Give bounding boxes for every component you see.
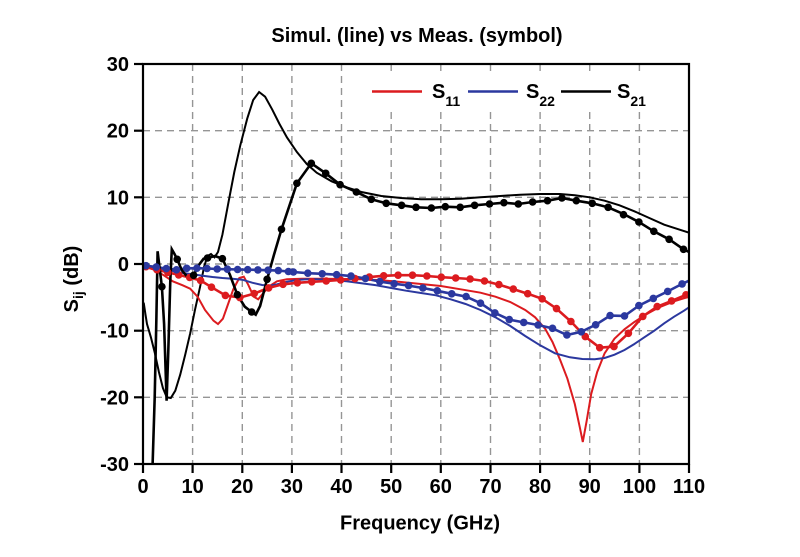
svg-text:-30: -30 xyxy=(100,454,129,476)
svg-text:-10: -10 xyxy=(100,321,129,343)
svg-text:0: 0 xyxy=(137,476,148,498)
svg-text:100: 100 xyxy=(623,476,656,498)
svg-text:90: 90 xyxy=(579,476,601,498)
svg-text:20: 20 xyxy=(231,476,253,498)
svg-text:70: 70 xyxy=(479,476,501,498)
svg-text:10: 10 xyxy=(107,187,129,209)
svg-text:30: 30 xyxy=(281,476,303,498)
svg-text:0: 0 xyxy=(118,254,129,276)
svg-text:-20: -20 xyxy=(100,387,129,409)
svg-text:20: 20 xyxy=(107,121,129,143)
svg-text:110: 110 xyxy=(673,476,705,498)
svg-text:60: 60 xyxy=(430,476,452,498)
svg-text:50: 50 xyxy=(380,476,402,498)
svg-text:30: 30 xyxy=(107,54,129,76)
svg-text:40: 40 xyxy=(330,476,352,498)
svg-text:Frequency (GHz): Frequency (GHz) xyxy=(340,513,500,535)
svg-text:10: 10 xyxy=(181,476,203,498)
svg-text:80: 80 xyxy=(529,476,551,498)
svg-text:Simul. (line) vs Meas. (symbol: Simul. (line) vs Meas. (symbol) xyxy=(271,25,562,47)
svg-text:Sij (dB): Sij (dB) xyxy=(61,246,86,313)
